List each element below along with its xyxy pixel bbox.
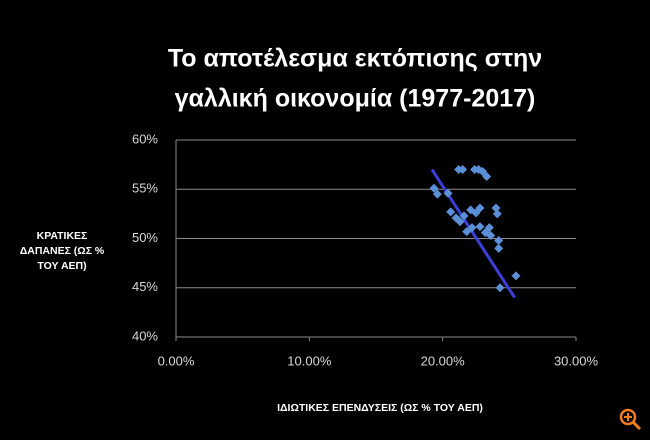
x-tick-label: 20.00% bbox=[421, 353, 466, 368]
x-axis-label: ΙΔΙΩΤΙΚΕΣ ΕΠΕΝΔΥΣΕΙΣ (ΩΣ % ΤΟΥ ΑΕΠ) bbox=[277, 402, 483, 414]
data-point bbox=[486, 231, 496, 241]
data-point bbox=[455, 217, 465, 227]
data-point bbox=[495, 283, 505, 293]
y-tick-label: 40% bbox=[132, 328, 158, 343]
data-point bbox=[429, 183, 439, 193]
x-tick-label: 30.00% bbox=[554, 353, 599, 368]
data-point bbox=[494, 243, 504, 253]
data-point bbox=[475, 222, 485, 232]
chart-title: γαλλική οικονομία (1977-2017) bbox=[175, 85, 536, 113]
y-tick-label: 50% bbox=[132, 230, 158, 245]
y-axis-label: ΤΟΥ ΑΕΠ) bbox=[37, 260, 86, 272]
y-tick-label: 55% bbox=[132, 181, 158, 196]
data-point bbox=[511, 271, 521, 281]
data-point bbox=[475, 203, 485, 213]
data-point bbox=[492, 209, 502, 219]
data-point bbox=[443, 188, 453, 198]
x-tick-label: 10.00% bbox=[287, 353, 332, 368]
x-tick-label: 0.00% bbox=[158, 353, 195, 368]
data-point bbox=[482, 171, 492, 181]
y-tick-label: 60% bbox=[132, 131, 158, 146]
y-axis-label: ΔΑΠΑΝΕΣ (ΩΣ % bbox=[20, 245, 105, 257]
data-point bbox=[467, 223, 477, 233]
y-tick-label: 45% bbox=[132, 279, 158, 294]
data-point bbox=[432, 189, 442, 199]
trend-line bbox=[430, 168, 516, 299]
data-point bbox=[494, 235, 504, 245]
data-point bbox=[458, 165, 468, 175]
data-point bbox=[462, 227, 472, 237]
data-point bbox=[459, 211, 469, 221]
y-axis-label: ΚΡΑΤΙΚΕΣ bbox=[37, 230, 88, 242]
data-point bbox=[484, 223, 494, 233]
zoom-icon[interactable] bbox=[619, 408, 642, 431]
chart-title: Το αποτέλεσμα εκτόπισης στην bbox=[168, 45, 542, 73]
data-point bbox=[491, 203, 501, 213]
data-point bbox=[446, 207, 456, 217]
